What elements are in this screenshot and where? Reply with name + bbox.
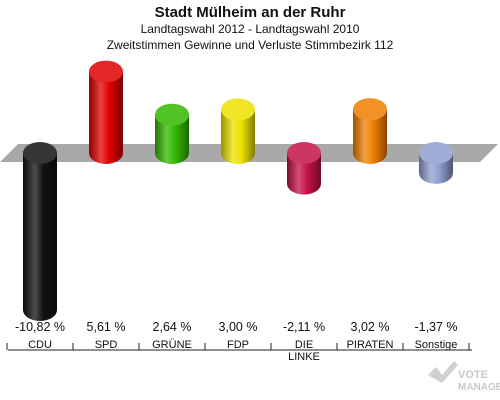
value-label-1: 5,61 % (87, 320, 126, 334)
logo-check-icon (428, 361, 458, 383)
category-label-3: FDP (227, 339, 249, 351)
bar-5 (353, 98, 387, 164)
category-label-4: DIE LINKE (288, 339, 320, 363)
bar-cap-6 (419, 142, 453, 164)
category-label-5: PIRATEN (347, 339, 394, 351)
value-label-4: -2,11 % (283, 320, 325, 334)
category-label-6: Sonstige (415, 339, 458, 351)
bar-body-2 (155, 114, 189, 164)
category-label-2: GRÜNE (152, 339, 192, 351)
bar-body-1 (89, 71, 123, 164)
shadow-triangle (60, 178, 150, 268)
bar-3 (221, 98, 255, 164)
bar-cap-0 (23, 142, 57, 164)
chart-subtitle-2: Zweitstimmen Gewinne und Verluste Stimmb… (107, 38, 394, 52)
category-label-1: SPD (95, 339, 118, 351)
bar-cap-1 (89, 60, 123, 83)
value-label-5: 3,02 % (351, 320, 390, 334)
bar-0 (23, 142, 57, 321)
bar-4 (287, 142, 321, 195)
chart-subtitle: Landtagswahl 2012 - Landtagswahl 2010 (141, 22, 360, 36)
bar-body-4 (287, 153, 321, 195)
category-label-0: CDU (28, 339, 52, 351)
value-label-6: -1,37 % (414, 320, 457, 334)
bar-cap-4 (287, 142, 321, 164)
bar-2 (155, 103, 189, 164)
bar-cap-2 (155, 103, 189, 126)
bar-1 (89, 60, 123, 164)
vote-manager-logo: VOTE MANAGER (428, 361, 500, 393)
logo-line-2: MANAGER (458, 382, 500, 393)
bar-body-5 (353, 109, 387, 164)
chart-title: Stadt Mülheim an der Ruhr (155, 4, 346, 21)
bar-body-3 (221, 109, 255, 164)
value-label-2: 2,64 % (153, 320, 192, 334)
value-label-0: -10,82 % (15, 320, 65, 334)
bar-6 (419, 142, 453, 184)
logo-line-1: VOTE (458, 369, 488, 381)
bar-cap-5 (353, 98, 387, 121)
bar-body-0 (23, 153, 57, 321)
value-label-3: 3,00 % (219, 320, 258, 334)
bar-cap-3 (221, 98, 255, 121)
